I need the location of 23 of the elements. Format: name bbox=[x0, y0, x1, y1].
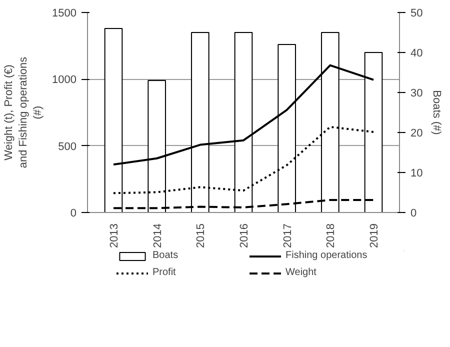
x-tick-label: 2017 bbox=[282, 223, 294, 248]
y2-tick-label: 50 bbox=[410, 8, 423, 20]
y2-tick-label: 30 bbox=[410, 88, 423, 100]
x-tick-label: 2019 bbox=[368, 223, 380, 248]
y-tick-label: 1000 bbox=[52, 74, 77, 86]
y2-tick-label: 20 bbox=[410, 128, 423, 140]
legend-label: Fishing operations bbox=[286, 250, 368, 261]
y-tick-label: 0 bbox=[70, 208, 77, 220]
y2-tick-label: 40 bbox=[410, 48, 423, 60]
y2-tick-label: 0 bbox=[410, 208, 417, 220]
x-tick-label: 2013 bbox=[108, 223, 120, 248]
y2-tick-label: 10 bbox=[410, 168, 423, 180]
x-tick-label: 2016 bbox=[238, 223, 250, 248]
y-tick-label: 1500 bbox=[52, 8, 77, 20]
x-tick-label: 2014 bbox=[152, 223, 164, 248]
legend-label: Profit bbox=[152, 267, 177, 278]
y-axis-title: Weight (t), Profit (€) and Fishing operations (#) bbox=[3, 56, 44, 168]
x-tick-label: 2018 bbox=[325, 223, 338, 248]
legend-label: Boats bbox=[152, 250, 180, 261]
legend-label: Weight bbox=[286, 267, 318, 278]
y2-axis-title: Boats (#) bbox=[430, 90, 443, 135]
x-tick-label: 2015 bbox=[195, 223, 208, 248]
y-tick-label: 500 bbox=[58, 140, 77, 153]
